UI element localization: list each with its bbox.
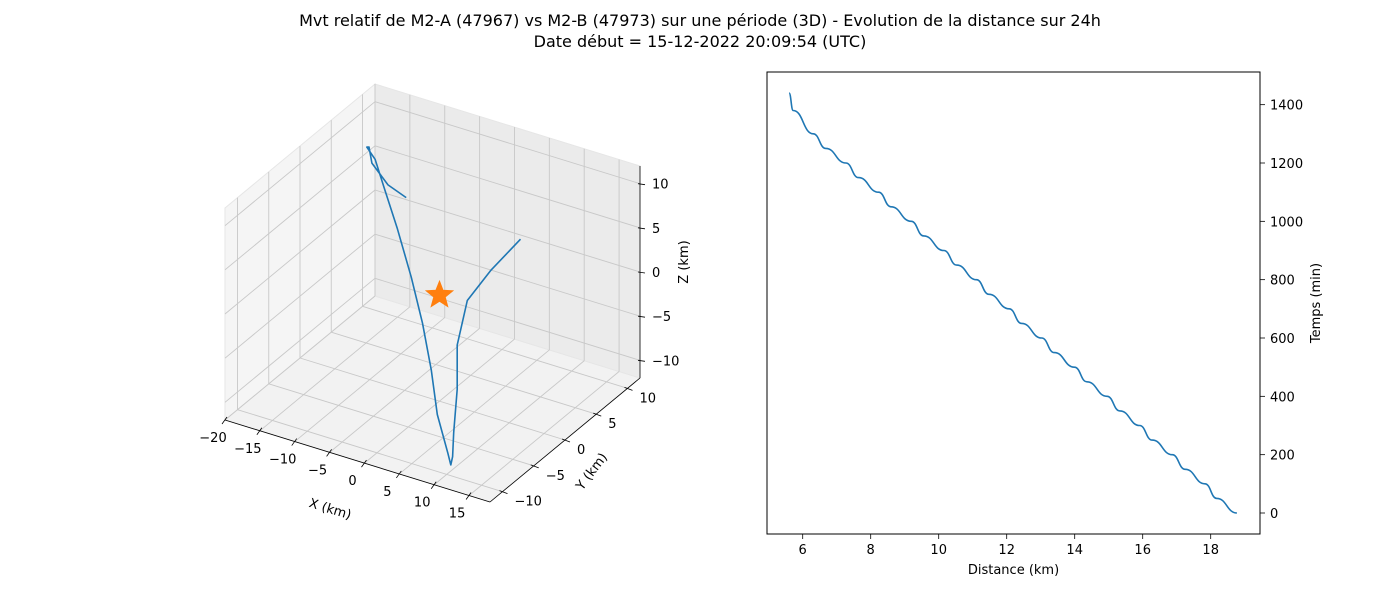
x-axis-line (224, 419, 491, 503)
x-tick (326, 449, 332, 457)
y-tick-label: 1000 (1270, 215, 1303, 230)
x-tick (396, 470, 402, 479)
y-tick-label: 400 (1270, 390, 1295, 405)
grid-line (374, 277, 641, 361)
y-tick-label: 0 (1270, 507, 1278, 522)
x-axis-label: Distance (km) (968, 563, 1059, 578)
y-tick-label: 200 (1270, 449, 1295, 464)
grid-line (224, 101, 376, 227)
trajectory-line (365, 146, 522, 466)
x-tick-label: 0 (348, 474, 356, 489)
y-tick (624, 386, 633, 391)
x-axis-label: X (km) (307, 496, 353, 523)
origin-star-marker (424, 279, 455, 308)
y-tick-label: 800 (1270, 274, 1295, 289)
x-tick (291, 438, 298, 446)
z-tick-label: 5 (652, 222, 660, 237)
figure-title: Mvt relatif de M2-A (47967) vs M2-B (479… (299, 11, 1101, 30)
x-tick (256, 427, 263, 436)
x-tick-label: 16 (1134, 543, 1151, 558)
z-tick (637, 271, 646, 274)
axes-group: −20 −15 −10 −5 0 5 10 15 −10 −5 0 5 10 −10 −5 0 5 10 (199, 166, 679, 522)
grid-line (374, 233, 641, 317)
y-tick-label: 1200 (1270, 157, 1303, 172)
data-group (365, 146, 522, 466)
x-tick (221, 416, 228, 425)
x-tick-label: 5 (383, 485, 391, 500)
z-tick-label: 0 (652, 266, 660, 281)
y-axis-label: Temps (min) (1309, 263, 1324, 344)
grid-line (224, 233, 376, 359)
grid-line (224, 145, 376, 271)
grid-line (224, 277, 376, 403)
y-tick-label: 600 (1270, 332, 1295, 347)
x-tick-label: 10 (414, 496, 431, 511)
tick-group: 6 8 10 12 14 16 18 0 200 400 600 800 1000 1200 1400 (799, 99, 1304, 558)
x-tick-label: −10 (269, 453, 296, 468)
x-tick (465, 492, 472, 500)
grid-line (224, 189, 376, 315)
x-tick-label: −5 (308, 463, 327, 478)
grid-line (362, 305, 628, 389)
grid-line (237, 409, 503, 493)
y-tick-label: −10 (515, 495, 542, 510)
x-tick-label: 14 (1066, 543, 1083, 558)
grid-line (268, 383, 534, 467)
x-tick (361, 459, 367, 468)
y-tick (593, 412, 602, 417)
grid-line (374, 101, 641, 185)
x-tick-label: 12 (998, 543, 1015, 558)
y-tick-label: 1400 (1270, 99, 1303, 114)
x-tick (430, 481, 437, 489)
x-tick-label: 8 (867, 543, 875, 558)
x-tick-label: 6 (799, 543, 807, 558)
y-tick-label: 0 (577, 443, 585, 458)
x-tick-label: 10 (930, 543, 947, 558)
z-axis-label: Z (km) (677, 240, 692, 283)
y-tick-label: −5 (546, 469, 565, 484)
z-tick (637, 359, 646, 362)
z-tick-label: 10 (652, 178, 669, 193)
x-tick-label: −20 (199, 431, 226, 446)
grid-line (299, 357, 566, 441)
z-tick (637, 315, 646, 318)
x-tick-label: 15 (449, 507, 466, 522)
grid-line (331, 331, 597, 415)
x-tick-label: −15 (234, 442, 261, 457)
chart-3d-trajectory: −20 −15 −10 −5 0 5 10 15 −10 −5 0 5 10 −10 −5 0 5 10 X (k… (199, 82, 692, 523)
figure-subtitle: Date début = 15-12-2022 20:09:54 (UTC) (533, 32, 867, 51)
x-tick-label: 18 (1202, 543, 1219, 558)
y-tick (530, 464, 539, 469)
y-tick-label: 5 (608, 417, 616, 432)
grid-line (374, 189, 641, 273)
y-tick (561, 438, 571, 443)
z-tick (637, 227, 646, 230)
y-tick (499, 490, 508, 495)
distance-series-line (788, 92, 1238, 514)
data-group (788, 92, 1238, 514)
y-tick-label: 10 (640, 391, 657, 406)
z-tick-label: −5 (652, 310, 671, 325)
z-tick-label: −10 (652, 354, 679, 369)
grid-line (374, 145, 641, 229)
plot-frame (766, 71, 1261, 535)
z-tick (637, 183, 646, 186)
